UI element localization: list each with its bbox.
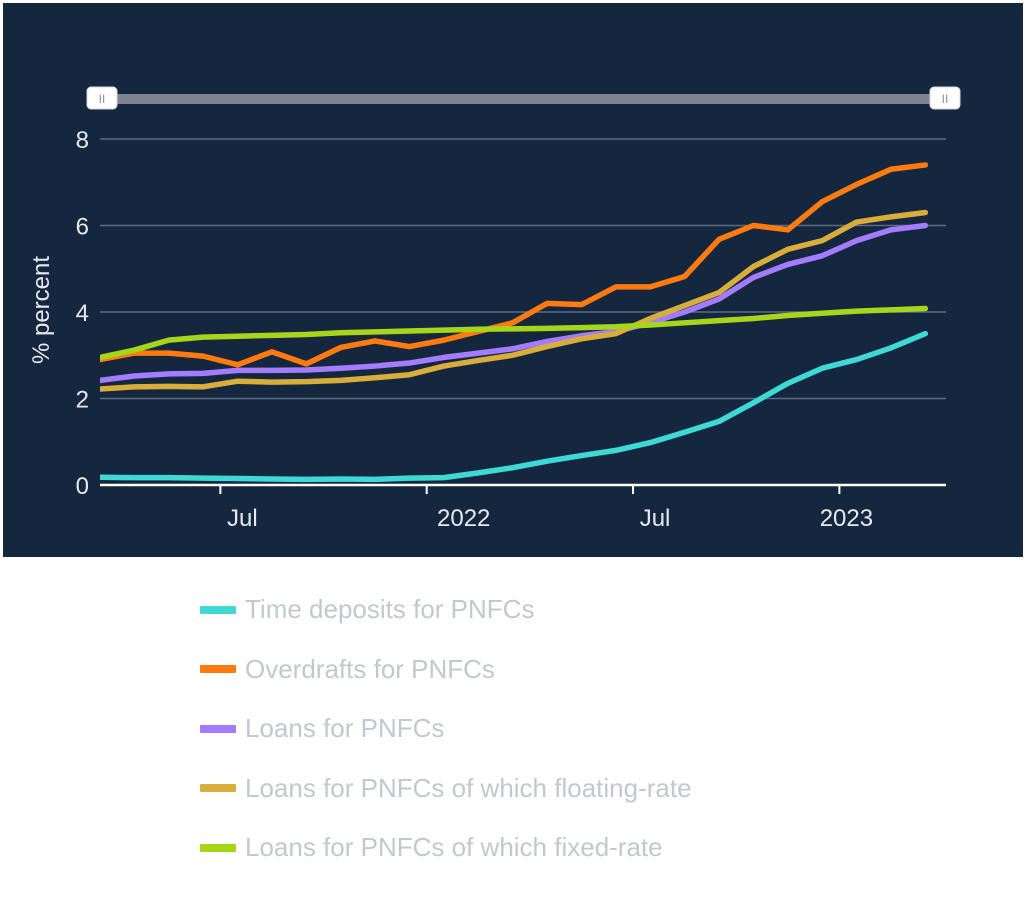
series-line-loans-for-pnfcs — [100, 222, 929, 384]
series-line-loans-for-pnfcs-of-which-floating-rate — [100, 209, 929, 392]
y-tick-label: 6 — [76, 214, 89, 241]
series-line-loans-for-pnfcs-of-which-fixed-rate — [100, 305, 929, 361]
legend-item[interactable]: Loans for PNFCs of which floating-rate — [200, 759, 692, 819]
x-tick-label: 2023 — [820, 505, 873, 532]
axes: 0 2 4 6 8 % percent Jul 2022 Jul 2023 — [28, 127, 946, 532]
legend-label: Loans for PNFCs of which fixed-rate — [245, 832, 663, 863]
legend-swatch — [200, 784, 236, 793]
y-axis-title: % percent — [28, 256, 55, 364]
x-tick-label: Jul — [227, 505, 258, 532]
legend-swatch — [200, 724, 236, 733]
legend-item[interactable]: Overdrafts for PNFCs — [200, 640, 692, 700]
legend-label: Time deposits for PNFCs — [245, 594, 535, 625]
x-tick-label: 2022 — [437, 505, 490, 532]
legend-swatch — [200, 843, 236, 852]
slider-handle-grip: II — [942, 92, 949, 106]
slider-handle-left[interactable]: II — [86, 86, 118, 110]
legend-label: Overdrafts for PNFCs — [245, 653, 495, 684]
range-slider[interactable]: II II — [86, 86, 961, 110]
legend-item[interactable]: Loans for PNFCs of which fixed-rate — [200, 818, 692, 878]
legend-swatch — [200, 665, 236, 674]
y-tick-label: 4 — [76, 300, 89, 327]
legend-label: Loans for PNFCs of which floating-rate — [245, 772, 692, 803]
slider-handle-right[interactable]: II — [929, 86, 961, 110]
x-tick-label: Jul — [640, 505, 671, 532]
series-line-overdrafts-for-pnfcs — [100, 162, 929, 368]
legend-item[interactable]: Loans for PNFCs — [200, 699, 692, 759]
legend-label: Loans for PNFCs — [245, 713, 445, 744]
y-tick-label: 2 — [76, 387, 89, 414]
line-chart: 0 2 4 6 8 % percent Jul 2022 Jul 2023 II II — [28, 86, 961, 532]
y-tick-label: 0 — [76, 473, 89, 500]
legend: Time deposits for PNFCs Overdrafts for PN… — [200, 580, 692, 878]
slider-track[interactable] — [103, 94, 946, 104]
series-lines — [100, 162, 929, 483]
chart-panel: 0 2 4 6 8 % percent Jul 2022 Jul 2023 II II — [3, 3, 1023, 557]
y-tick-label: 8 — [76, 127, 89, 154]
legend-item[interactable]: Time deposits for PNFCs — [200, 580, 692, 640]
slider-handle-grip: II — [99, 92, 106, 106]
legend-swatch — [200, 605, 236, 614]
series-line-time-deposits-for-pnfcs — [100, 330, 929, 483]
